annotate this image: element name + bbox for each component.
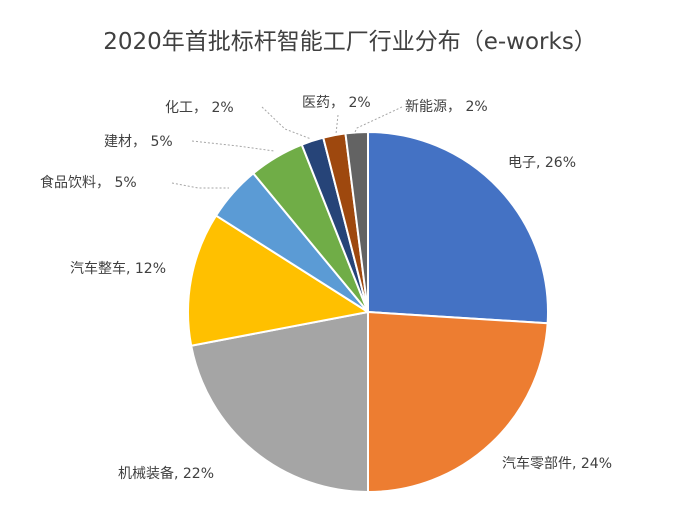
chart-title: 2020年首批标杆智能工厂行业分布（e-works）: [103, 29, 597, 55]
slice-label-3: 机械装备, 22%: [118, 465, 214, 482]
slice-label-1: 电子, 26%: [508, 155, 576, 171]
slice-label-9: 新能源， 2%: [405, 99, 488, 115]
slice-label-2: 汽车零部件, 24%: [502, 455, 612, 472]
slice-label-5: 食品饮料， 5%: [40, 174, 137, 191]
leader-line-5: [171, 182, 229, 189]
slice-label-7: 化工， 2%: [165, 100, 234, 116]
pie-slice-3: [190, 310, 369, 494]
pie-slice-4: [187, 214, 371, 347]
pie-slice-9: [344, 130, 369, 313]
slice-label-4: 汽车整车, 12%: [70, 260, 166, 277]
leader-line-9: [353, 106, 403, 135]
leader-line-6: [191, 140, 275, 152]
pie-slice-2: [367, 310, 549, 494]
slice-label-6: 建材， 5%: [104, 134, 173, 150]
pie-slice-1: [367, 130, 549, 325]
leader-line-7: [261, 106, 312, 140]
leader-line-8: [335, 114, 339, 135]
slice-label-8: 医药， 2%: [302, 95, 371, 111]
